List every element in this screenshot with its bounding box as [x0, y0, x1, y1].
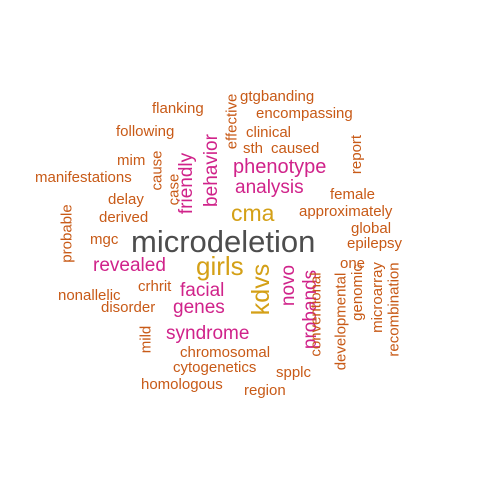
- word-mild: mild: [137, 325, 155, 354]
- word-mgc: mgc: [90, 231, 119, 248]
- word-one: one: [340, 255, 366, 272]
- word-sth: sth: [243, 140, 264, 157]
- word-crhrit: crhrit: [138, 278, 172, 295]
- word-gtgbanding: gtgbanding: [240, 88, 315, 105]
- word-genes: genes: [173, 297, 225, 318]
- word-delay: delay: [108, 191, 144, 208]
- word-syndrome: syndrome: [166, 323, 250, 344]
- word-manifestations: manifestations: [35, 169, 132, 186]
- word-derived: derived: [99, 209, 149, 226]
- word-cause: cause: [148, 150, 166, 191]
- word-clinical: clinical: [246, 124, 292, 141]
- word-microdeletion: microdeletion: [131, 224, 316, 259]
- word-report: report: [348, 134, 366, 175]
- word-recombination: recombination: [385, 262, 403, 357]
- word-girls: girls: [196, 251, 244, 281]
- word-female: female: [330, 186, 376, 203]
- word-case: case: [165, 173, 183, 206]
- word-chromosomal: chromosomal: [180, 344, 271, 361]
- word-revealed: revealed: [93, 255, 166, 276]
- word-probable: probable: [58, 204, 76, 263]
- word-facial: facial: [180, 280, 225, 301]
- word-cma: cma: [231, 200, 275, 226]
- word-cytogenetics: cytogenetics: [173, 359, 257, 376]
- word-conventional: conventional: [307, 272, 325, 357]
- word-encompassing: encompassing: [256, 105, 353, 122]
- word-region: region: [244, 382, 286, 399]
- word-following: following: [116, 123, 175, 140]
- word-analysis: analysis: [235, 177, 304, 198]
- word-developmental: developmental: [332, 272, 350, 371]
- word-phenotype: phenotype: [233, 156, 327, 178]
- word-epilepsy: epilepsy: [347, 235, 403, 252]
- word-microarray: microarray: [368, 262, 386, 333]
- word-approximately: approximately: [299, 203, 393, 220]
- word-nonallelic: nonallelic: [58, 287, 121, 304]
- word-mim: mim: [117, 152, 146, 169]
- word-novo: novo: [278, 264, 300, 307]
- word-genomic: genomic: [348, 264, 366, 321]
- word-caused: caused: [271, 140, 320, 157]
- word-flanking: flanking: [152, 100, 204, 117]
- word-global: global: [351, 220, 392, 237]
- word-behavior: behavior: [200, 134, 222, 207]
- word-effective: effective: [223, 93, 241, 150]
- word-disorder: disorder: [101, 299, 156, 316]
- word-spplc: spplc: [276, 364, 312, 381]
- word-homologous: homologous: [141, 376, 223, 393]
- word-kdvs: kdvs: [247, 263, 276, 316]
